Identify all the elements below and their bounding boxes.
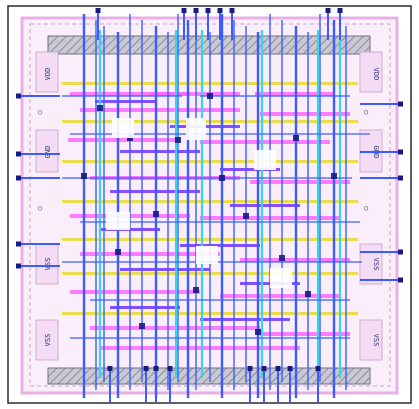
bottom-pin-head: [107, 366, 113, 371]
via: [97, 105, 103, 111]
via: [305, 291, 311, 297]
metal1-run: [260, 112, 350, 116]
rail-label-low-left: VSS: [44, 258, 52, 271]
top-pin-head: [337, 8, 343, 13]
top-pin-head: [181, 8, 187, 13]
right-pin-head: [398, 277, 403, 283]
poly-segment: [95, 100, 155, 103]
via: [255, 329, 261, 335]
metal1-run: [70, 290, 200, 294]
rail-label-top-right: VDD: [372, 68, 380, 81]
cell-opening: [196, 246, 218, 264]
cell-opening: [186, 118, 206, 140]
rail-box-top-left: [35, 51, 59, 93]
via: [153, 211, 159, 217]
rail-box-bottom-left: [35, 319, 59, 361]
metal1-run: [80, 252, 220, 256]
via: [81, 173, 87, 179]
via: [207, 93, 213, 99]
rail-box-bottom-right: [359, 319, 383, 361]
metal1-run: [220, 294, 340, 298]
via: [175, 137, 181, 143]
bottom-pin-head: [247, 366, 253, 371]
cell-opening: [270, 268, 292, 288]
bottom-pin-head: [287, 366, 293, 371]
bottom-pin-head: [275, 366, 281, 371]
bottom-pin-head: [315, 366, 321, 371]
pin-layer: [16, 8, 403, 402]
metal1-run: [150, 92, 240, 96]
cell-opening: [112, 118, 134, 138]
poly-segment: [120, 150, 200, 153]
left-pin-head: [16, 151, 21, 157]
rail-label-bottom-left: VSS: [44, 334, 52, 347]
top-pin-head: [193, 8, 199, 13]
metal1-run: [260, 332, 350, 336]
via: [115, 249, 121, 255]
cell-opening: [106, 212, 130, 230]
rail-label-mid-left: GND: [44, 146, 52, 159]
side-tag: ○: [364, 204, 368, 212]
left-pin-head: [16, 241, 21, 247]
rail-label-top-left: VDD: [44, 68, 52, 81]
rail-box-low-right: [359, 243, 383, 285]
left-pin-head: [16, 175, 21, 181]
poly-segment: [120, 268, 210, 271]
poly-segment: [180, 244, 260, 247]
via: [293, 135, 299, 141]
bottom-pin-head: [153, 366, 159, 371]
via: [193, 287, 199, 293]
left-pin-head: [16, 93, 21, 99]
metal1-run: [250, 180, 350, 184]
rail-label-low-right: VSS: [372, 258, 380, 271]
poly-segment: [110, 306, 180, 309]
via: [243, 213, 249, 219]
metal1-run: [200, 140, 330, 144]
poly-segment: [230, 204, 300, 207]
bottom-pin-head: [261, 366, 267, 371]
poly-segment: [200, 318, 290, 321]
top-pin-head: [95, 8, 101, 13]
top-pin-head: [205, 8, 211, 13]
metal1-run: [80, 108, 240, 112]
poly-segment: [220, 168, 280, 171]
top-pin-head: [229, 8, 235, 13]
cell-inner-outline: [29, 23, 391, 387]
via: [219, 175, 225, 181]
right-pin-head: [398, 175, 403, 181]
left-pin-head: [16, 263, 21, 269]
top-pin-head: [217, 8, 223, 13]
metal1-run: [100, 346, 300, 350]
routing-layer: [62, 14, 370, 398]
via: [139, 323, 145, 329]
side-tag: ○: [38, 204, 42, 212]
via: [279, 255, 285, 261]
frame-outline: [7, 5, 412, 404]
rail-box-top-right: [359, 51, 383, 93]
right-pin-head: [398, 249, 403, 255]
via: [331, 173, 337, 179]
rail-label-bottom-right: VSS: [372, 334, 380, 347]
top-pin-head: [325, 8, 331, 13]
side-tag: ○: [38, 108, 42, 116]
bottom-pin-head: [167, 366, 173, 371]
metal1-run: [68, 138, 178, 142]
cell-opening: [254, 150, 276, 170]
side-tag: ○: [364, 108, 368, 116]
right-pin-head: [398, 101, 403, 107]
bottom-pin-head: [143, 366, 149, 371]
right-pin-head: [398, 149, 403, 155]
rail-box-mid-left: [35, 129, 59, 173]
